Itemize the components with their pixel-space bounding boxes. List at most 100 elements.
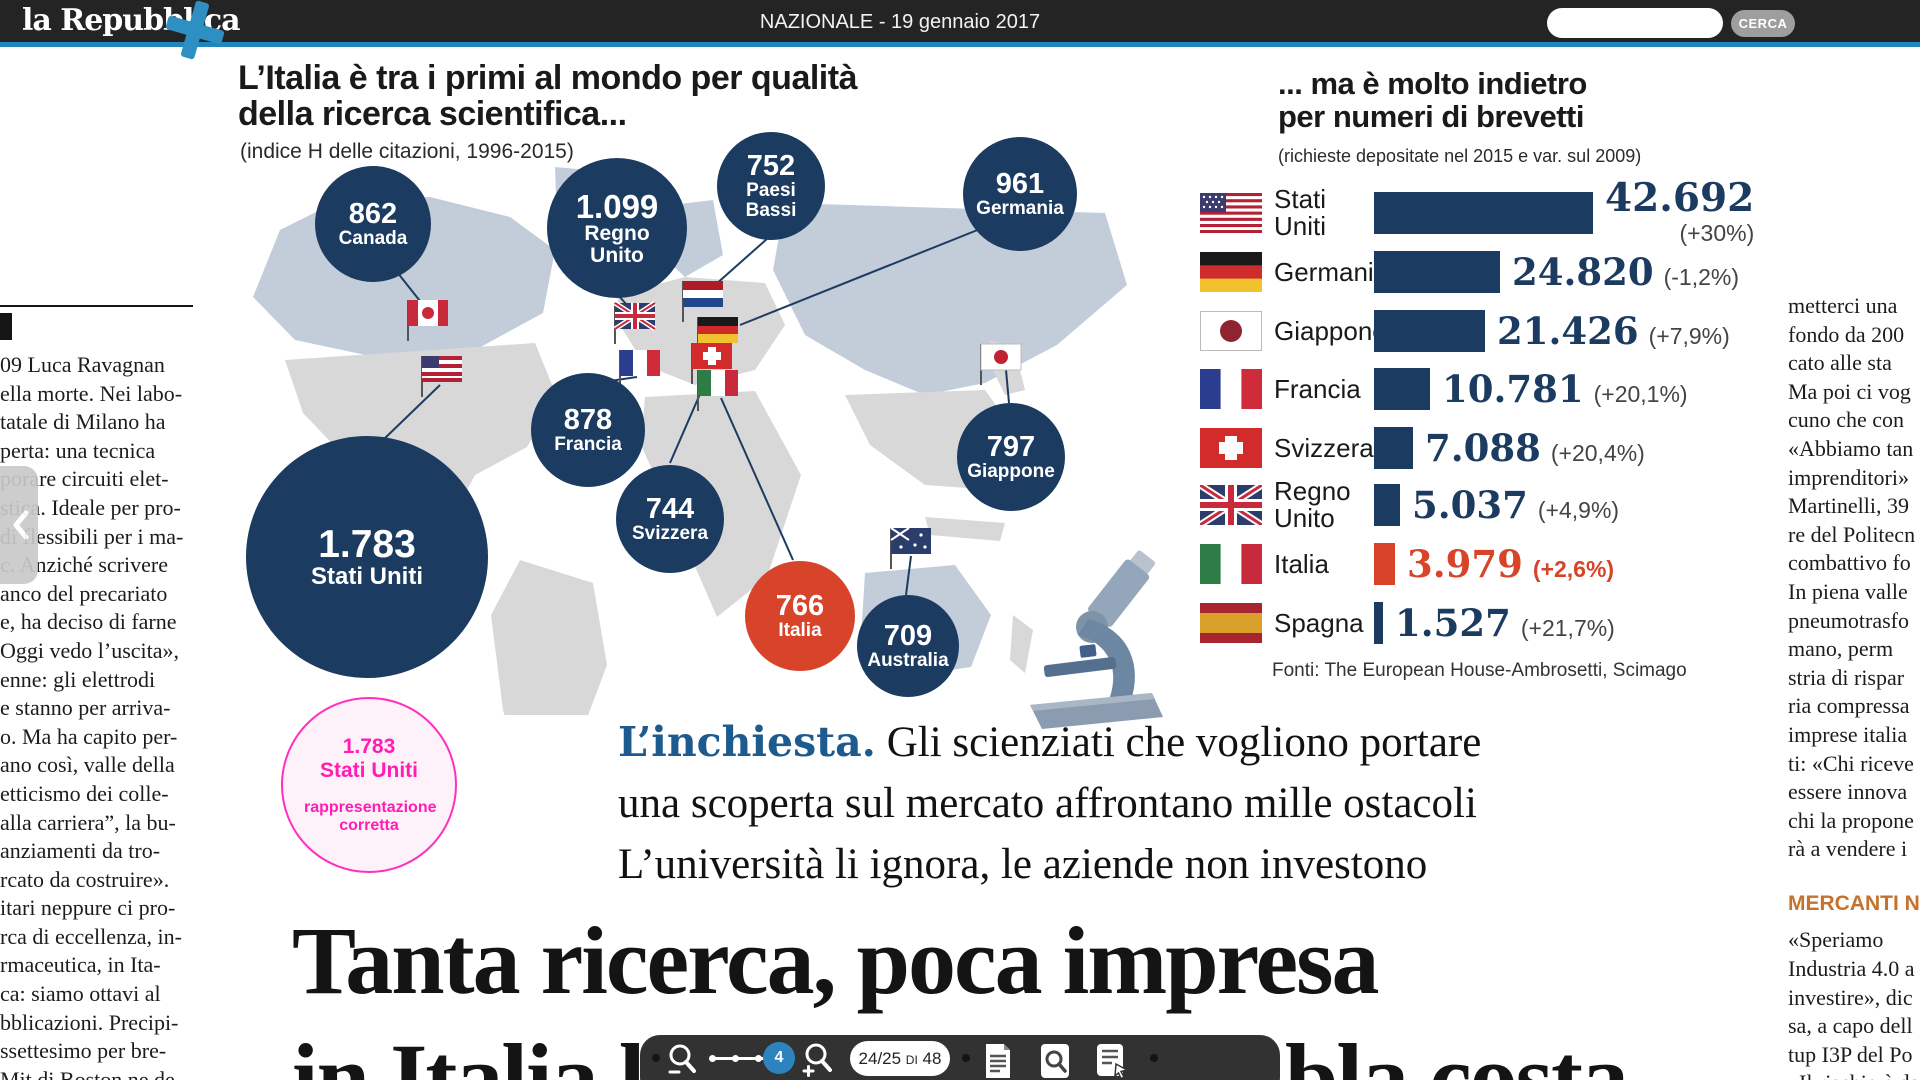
top-bar-accent-line	[0, 42, 1920, 47]
article-line: itari neppure ci pro-	[0, 895, 176, 921]
annotation-circle: 1.783 Stati Uniti rappresentazione corre…	[281, 697, 457, 873]
article-line: bblicazioni. Precipi-	[0, 1009, 179, 1035]
article-line: ssettesimo per bre-	[0, 1038, 167, 1064]
bar	[1374, 310, 1485, 352]
article-line: metterci una	[1788, 293, 1898, 318]
france-flag-icon	[619, 350, 660, 391]
search-input[interactable]	[1547, 8, 1723, 38]
map-russia	[773, 203, 1127, 395]
article-line: rmaceutica, in Ita-	[0, 952, 161, 978]
article-line: Martinelli, 39	[1788, 493, 1909, 519]
article-line: «Il rischio è da	[1788, 1069, 1920, 1080]
main-headline: Tanta ricerca, poca impresa	[292, 907, 1379, 1014]
change-label: (+20,4%)	[1550, 440, 1645, 466]
article-line: cato alle sta	[1788, 350, 1892, 376]
article-line: «Speriamo	[1788, 927, 1884, 953]
japan-flag-icon	[980, 343, 1022, 385]
country-label: Italia	[1274, 548, 1329, 579]
article-line: «Abbiamo tan	[1788, 435, 1914, 461]
country-label: Stati Uniti	[1274, 184, 1327, 241]
country-label: Germania	[1274, 256, 1389, 287]
article-lead: L’inchiesta. Gli scienziati che vogliono…	[618, 718, 1482, 888]
patent-row: Francia 10.781 (+20,1%)	[1200, 367, 1688, 411]
map-new-zealand	[1010, 615, 1033, 673]
bar	[1374, 484, 1400, 526]
left-article-column: 09 Luca Ravagnan ella morte. Nei labo-tat…	[0, 351, 197, 1080]
italy-flag-icon	[697, 370, 738, 411]
country-label: Giappone	[1274, 315, 1387, 346]
patent-chart-title: ... ma è molto indietro per numeri di br…	[1278, 66, 1587, 134]
text-view-icon[interactable]	[982, 1042, 1014, 1080]
article-line: mano, perm	[1788, 636, 1894, 662]
article-line: Ma poi ci vog	[1788, 378, 1911, 404]
article-line: e stanno per arriva-	[0, 695, 171, 721]
toolbar-dot	[652, 1054, 660, 1062]
article-line: anco del precariato	[0, 580, 168, 606]
page-select-icon[interactable]	[1094, 1042, 1130, 1080]
article-line: perta: una tecnica	[0, 437, 156, 463]
kicker-label: L’inchiesta.	[618, 718, 876, 766]
article-line: anziamenti da tro-	[0, 838, 161, 864]
zoom-in-icon[interactable]	[800, 1042, 834, 1078]
bar	[1374, 368, 1430, 410]
article-line: Oggi vedo l’uscita»,	[0, 637, 180, 663]
article-line: In piena valle	[1788, 578, 1908, 604]
uk-flag-icon	[613, 300, 657, 344]
article-line: tup I3P del Po	[1788, 1041, 1913, 1067]
article-line: rà a vendere i	[1788, 836, 1908, 862]
zoom-slider-tick[interactable]	[709, 1055, 716, 1062]
change-label: (+30%)	[1679, 220, 1755, 246]
bubble-paesi-bassi: 752 Paesi Bassi	[717, 132, 825, 240]
change-label: (+7,9%)	[1648, 323, 1730, 349]
section-header: MERCANTI N	[1788, 891, 1920, 915]
change-label: (+21,7%)	[1520, 615, 1615, 641]
previous-page-button[interactable]	[0, 466, 38, 584]
bubble-stati-uniti: 1.783 Stati Uniti	[246, 436, 488, 678]
article-line: fondo da 200	[1788, 321, 1905, 347]
map-south-america	[491, 560, 607, 805]
page-indicator[interactable]: 24/25 di 48	[850, 1041, 950, 1076]
germany-flag-icon	[697, 317, 738, 358]
zoom-slider[interactable]	[710, 1057, 774, 1060]
patent-row: Svizzera 7.088 (+20,4%)	[1200, 426, 1645, 470]
patent-row: Regno Unito 5.037 (+4,9%)	[1200, 478, 1619, 531]
map-indonesia	[925, 517, 1005, 541]
article-line: re del Politecn	[1788, 521, 1916, 547]
search-page-icon[interactable]	[1038, 1042, 1074, 1080]
canada-flag-icon	[407, 300, 448, 341]
japan-flag-icon	[1200, 311, 1262, 351]
article-line: pneumotrasfo	[1788, 607, 1909, 633]
bar	[1374, 251, 1500, 293]
australia-flag-icon	[890, 527, 931, 569]
right-article-column: metterci una fondo da 200 cato alle sta Ma …	[1788, 292, 1920, 1080]
article-line: ti: «Chi riceve	[1788, 750, 1914, 776]
article-line: imprenditori»	[1788, 464, 1909, 490]
microscope-illustration	[1030, 550, 1163, 729]
value-label: 21.426	[1497, 309, 1639, 353]
zoom-slider-tick[interactable]	[755, 1055, 762, 1062]
patent-row: Spagna 1.527 (+21,7%)	[1200, 601, 1615, 645]
italy-flag-icon	[1200, 544, 1262, 584]
connector-lines	[382, 226, 1010, 596]
article-line: ca: siamo ottavi al	[0, 981, 161, 1007]
article-line: essere innova	[1788, 779, 1908, 805]
country-label: Svizzera	[1274, 432, 1374, 463]
patent-row: Italia 3.979 (+2,6%)	[1200, 542, 1614, 586]
main-headline-line2-fragment: bla costa	[1285, 1024, 1629, 1080]
article-line: combattivo fo	[1788, 550, 1911, 576]
column-rule	[0, 305, 193, 307]
value-label: 3.979	[1407, 542, 1523, 586]
article-line: o. Ma ha capito per-	[0, 723, 178, 749]
zoom-slider-tick[interactable]	[732, 1055, 739, 1062]
zoom-level-badge[interactable]: 4	[763, 1042, 795, 1074]
zoom-out-icon[interactable]	[666, 1042, 700, 1078]
uk-flag-icon	[1200, 485, 1262, 525]
research-chart-subtitle: (indice H delle citazioni, 1996-2015)	[240, 140, 574, 163]
article-line: Mit di Boston ne de-	[0, 1066, 183, 1080]
edition-date-label: NAZIONALE - 19 gennaio 2017	[759, 11, 1041, 33]
article-line: ria compressa	[1788, 693, 1910, 719]
article-line: etticismo dei colle-	[0, 780, 169, 806]
main-headline-line2: in Italia l’i	[292, 1024, 700, 1080]
search-button[interactable]: CERCA	[1731, 10, 1795, 37]
research-chart-title: L’Italia è tra i primi al mondo per qual…	[238, 59, 857, 134]
